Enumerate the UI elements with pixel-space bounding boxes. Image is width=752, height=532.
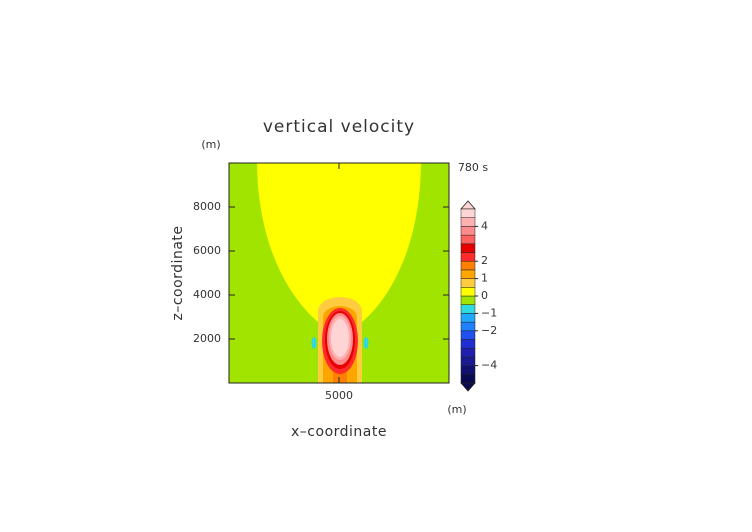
colorbar-band xyxy=(460,295,476,305)
colorbar-band xyxy=(460,252,476,262)
y-unit: (m) xyxy=(201,138,220,151)
colorbar-tick-label: −4 xyxy=(481,359,497,372)
x-axis-label: x–coordinate xyxy=(291,424,387,440)
contour-region xyxy=(257,163,421,322)
colorbar-band xyxy=(460,260,476,271)
x-tick-label: 5000 xyxy=(325,389,353,402)
colorbar-band xyxy=(460,269,476,279)
colorbar-band xyxy=(460,356,476,366)
colorbar-band xyxy=(460,347,476,358)
colorbar-tick-label: 0 xyxy=(481,289,488,302)
colorbar-tick-label: −1 xyxy=(481,306,497,319)
colorbar-band xyxy=(460,365,476,375)
contour-field xyxy=(229,163,449,383)
colorbar-extend-top xyxy=(460,200,476,210)
colorbar-tick-label: 1 xyxy=(481,272,488,285)
colorbar-extend-bottom xyxy=(460,382,476,392)
contour-region xyxy=(363,337,369,349)
colorbar-band xyxy=(460,330,476,340)
colorbar-band xyxy=(460,217,476,227)
y-axis-label: z–coordinate xyxy=(170,225,186,320)
colorbar-tick-label: 4 xyxy=(481,219,488,232)
y-tick-label: 2000 xyxy=(193,332,221,345)
colorbar-band xyxy=(460,304,476,314)
colorbar-band xyxy=(460,287,476,297)
colorbar-band xyxy=(460,321,476,332)
colorbar-tick-label: −2 xyxy=(481,324,497,337)
time-label: 780 s xyxy=(458,161,488,174)
colorbar-band xyxy=(460,234,476,245)
y-tick-label: 4000 xyxy=(193,288,221,301)
colorbar-band xyxy=(460,374,476,384)
colorbar-band xyxy=(460,243,476,253)
colorbar-band xyxy=(460,278,476,288)
colorbar-tick-label: 2 xyxy=(481,254,488,267)
y-tick-label: 6000 xyxy=(193,244,221,257)
contour-region xyxy=(331,319,349,357)
colorbar-band xyxy=(460,339,476,349)
chart-title: vertical velocity xyxy=(263,117,415,137)
colorbar-band xyxy=(460,226,476,236)
y-tick-label: 8000 xyxy=(193,200,221,213)
contour-region xyxy=(311,337,317,349)
x-unit: (m) xyxy=(447,403,466,416)
colorbar-band xyxy=(460,208,476,218)
colorbar-band xyxy=(460,313,476,323)
